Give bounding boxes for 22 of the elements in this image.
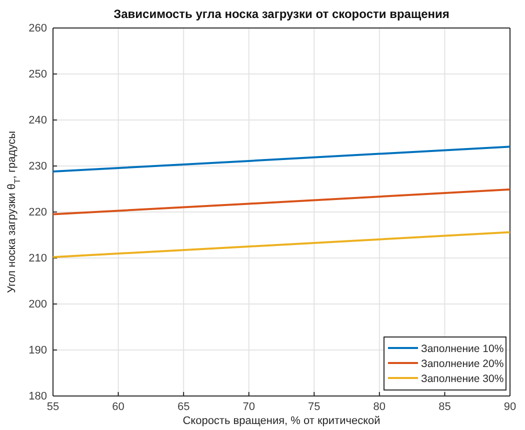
y-tick-label: 230 bbox=[28, 160, 47, 173]
y-tick-label: 200 bbox=[28, 298, 47, 311]
y-tick-label: 260 bbox=[28, 22, 47, 35]
y-tick-label: 250 bbox=[28, 68, 47, 81]
y-tick-label: 240 bbox=[28, 114, 47, 127]
legend-label: Заполнение 30% bbox=[421, 373, 504, 385]
x-tick-label: 80 bbox=[373, 400, 386, 413]
x-tick-label: 60 bbox=[112, 400, 124, 413]
y-tick-label: 220 bbox=[28, 206, 47, 219]
x-tick-label: 75 bbox=[308, 400, 320, 413]
legend-label: Заполнение 20% bbox=[421, 358, 504, 370]
chart-title: Зависимость угла носка загрузки от скорости вращения bbox=[114, 7, 450, 21]
x-tick-label: 55 bbox=[46, 400, 60, 413]
y-tick-label: 180 bbox=[28, 390, 47, 403]
x-tick-label: 70 bbox=[242, 400, 255, 413]
x-axis-title: Скорость вращения, % от критической bbox=[182, 415, 380, 427]
x-tick-label: 90 bbox=[504, 400, 516, 413]
x-tick-label: 65 bbox=[177, 400, 190, 413]
y-tick-label: 190 bbox=[28, 344, 47, 357]
y-tick-label: 210 bbox=[28, 252, 47, 265]
x-tick-label: 85 bbox=[438, 400, 451, 413]
legend-label: Заполнение 10% bbox=[421, 343, 504, 355]
